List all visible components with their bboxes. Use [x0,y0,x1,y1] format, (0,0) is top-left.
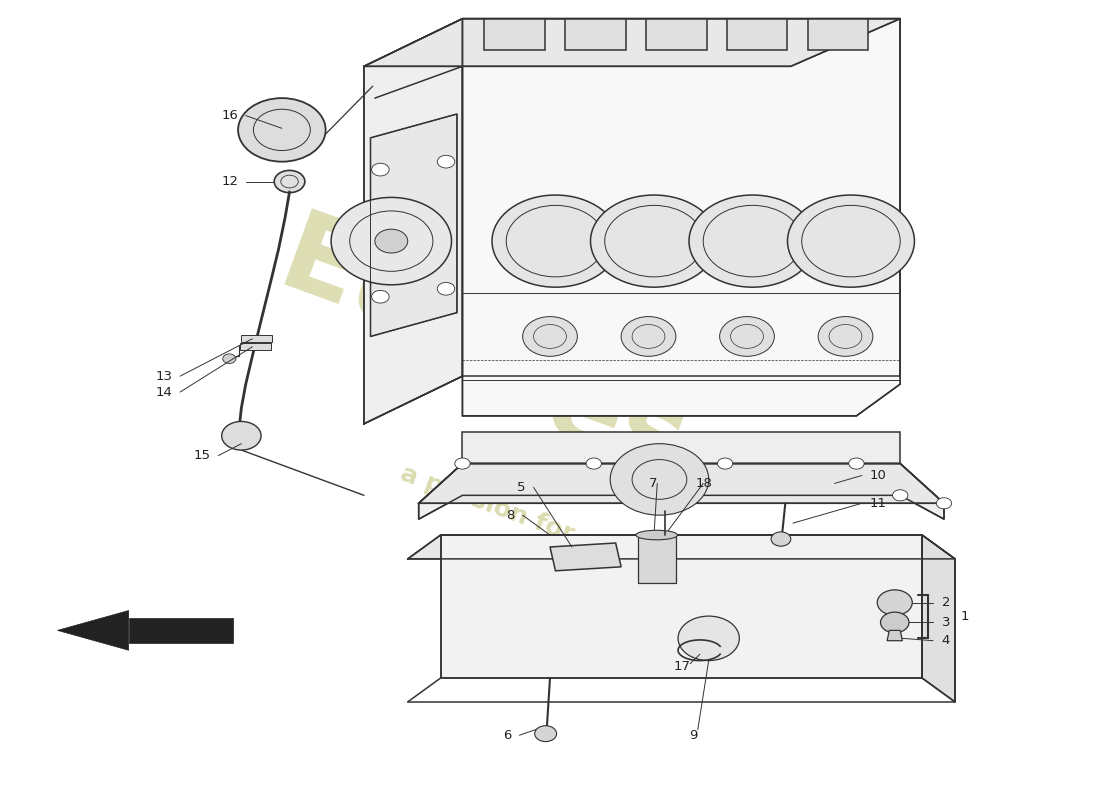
Circle shape [877,590,912,615]
Bar [241,335,272,342]
Circle shape [719,317,774,356]
Circle shape [621,317,675,356]
Polygon shape [364,18,900,66]
Circle shape [818,317,873,356]
Polygon shape [462,432,900,463]
Polygon shape [441,535,922,678]
Polygon shape [922,535,955,702]
Circle shape [438,155,454,168]
Circle shape [372,163,389,176]
Polygon shape [887,630,902,641]
Circle shape [438,282,454,295]
Polygon shape [727,18,788,50]
Text: 10: 10 [870,469,887,482]
Text: 4: 4 [942,634,950,647]
Circle shape [678,616,739,661]
Circle shape [586,458,602,469]
Bar [240,342,271,350]
Circle shape [849,458,865,469]
Bar [638,535,675,582]
Ellipse shape [636,530,678,540]
Text: 13: 13 [155,370,173,382]
Polygon shape [565,18,626,50]
Polygon shape [419,463,944,503]
Polygon shape [808,18,869,50]
Circle shape [892,490,907,501]
Circle shape [492,195,619,287]
Circle shape [591,195,717,287]
Text: 7: 7 [649,477,658,490]
Circle shape [222,422,261,450]
Circle shape [223,354,235,363]
Circle shape [689,195,816,287]
Text: 11: 11 [870,497,887,510]
Text: 1: 1 [960,610,969,622]
Text: 2: 2 [942,596,950,609]
Circle shape [238,98,326,162]
Text: 16: 16 [221,109,238,122]
Polygon shape [462,18,900,416]
Text: 15: 15 [194,449,211,462]
Circle shape [717,458,733,469]
Circle shape [372,290,389,303]
Polygon shape [550,543,622,571]
Circle shape [331,198,451,285]
Circle shape [771,532,791,546]
Circle shape [936,498,952,509]
Text: 18: 18 [695,477,712,490]
Text: 9: 9 [690,729,697,742]
Text: es: es [531,350,701,498]
Text: 5: 5 [517,481,526,494]
Text: a passion for cars since 1985: a passion for cars since 1985 [396,462,791,625]
Polygon shape [57,610,129,650]
Circle shape [610,444,708,515]
Circle shape [788,195,914,287]
Circle shape [454,458,470,469]
Text: 6: 6 [504,729,512,742]
Circle shape [535,726,557,742]
Bar [129,618,232,643]
Text: 8: 8 [507,509,515,522]
Text: 17: 17 [673,660,690,673]
Polygon shape [371,114,456,337]
Polygon shape [484,18,544,50]
Text: 3: 3 [942,616,950,629]
Polygon shape [364,18,462,424]
Text: 12: 12 [221,175,238,188]
Circle shape [522,317,578,356]
Polygon shape [408,535,955,559]
Circle shape [274,170,305,193]
Polygon shape [419,463,944,519]
Circle shape [375,229,408,253]
Circle shape [880,612,909,633]
Polygon shape [647,18,706,50]
Text: 14: 14 [155,386,173,398]
Text: Euro: Euro [266,206,572,404]
